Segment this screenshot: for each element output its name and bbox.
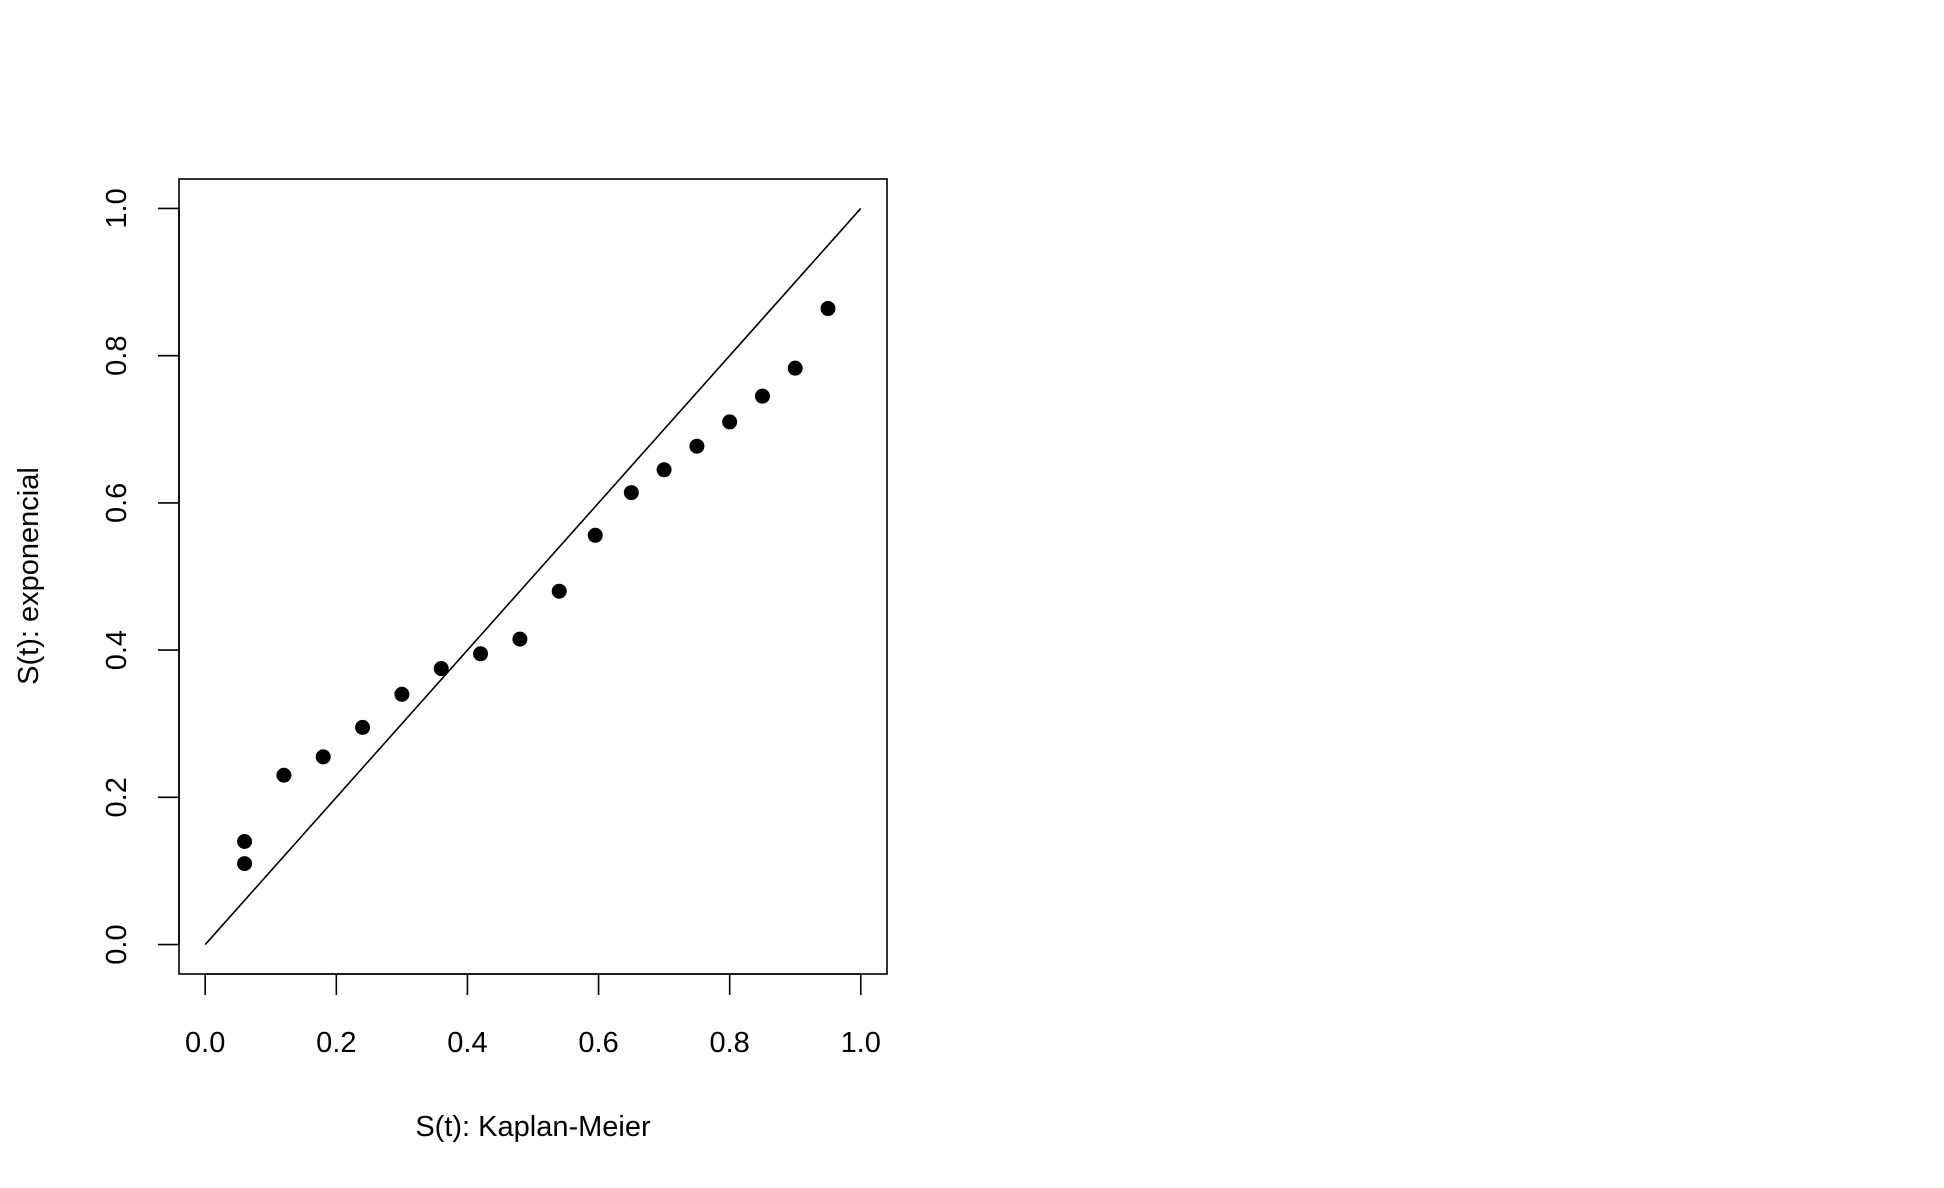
- data-point: [433, 661, 449, 677]
- y-tick-label: 0.0: [101, 924, 133, 964]
- data-point: [315, 749, 331, 765]
- data-point: [689, 438, 705, 454]
- x-tick-label: 0.0: [185, 1027, 225, 1059]
- data-point: [722, 414, 738, 430]
- data-point: [237, 834, 253, 849]
- data-point: [551, 583, 567, 599]
- x-axis-label: S(t): Kaplan-Meier: [415, 1111, 651, 1143]
- data-point: [394, 686, 410, 702]
- x-tick-label: 0.2: [316, 1027, 356, 1059]
- y-axis-label: S(t): exponencial: [13, 467, 45, 685]
- x-axis: 0.0 0.2 0.4 0.6 0.8 1.0: [185, 973, 881, 1059]
- x-tick-label: 0.4: [447, 1027, 487, 1059]
- data-point: [623, 485, 639, 501]
- data-point: [473, 646, 489, 662]
- y-axis: 0.0 0.2 0.4 0.6 0.8 1.0: [101, 188, 180, 965]
- data-point: [787, 360, 803, 376]
- x-tick-label: 0.6: [578, 1027, 618, 1059]
- reference-line: [204, 207, 862, 946]
- data-point: [237, 856, 253, 872]
- x-tick-label: 0.8: [710, 1027, 750, 1059]
- y-tick-label: 0.4: [101, 630, 133, 670]
- y-tick-label: 0.2: [101, 777, 133, 817]
- y-tick-label: 0.8: [101, 336, 133, 376]
- data-point: [820, 301, 836, 317]
- data-point: [512, 631, 528, 647]
- data-point: [754, 388, 770, 404]
- data-point: [656, 462, 672, 478]
- y-tick-label: 1.0: [101, 188, 133, 228]
- data-points: [237, 301, 836, 872]
- data-point: [587, 527, 603, 543]
- y-tick-label: 0.6: [101, 483, 133, 523]
- x-tick-label: 1.0: [841, 1027, 881, 1059]
- data-point: [276, 767, 292, 783]
- data-point: [355, 719, 371, 735]
